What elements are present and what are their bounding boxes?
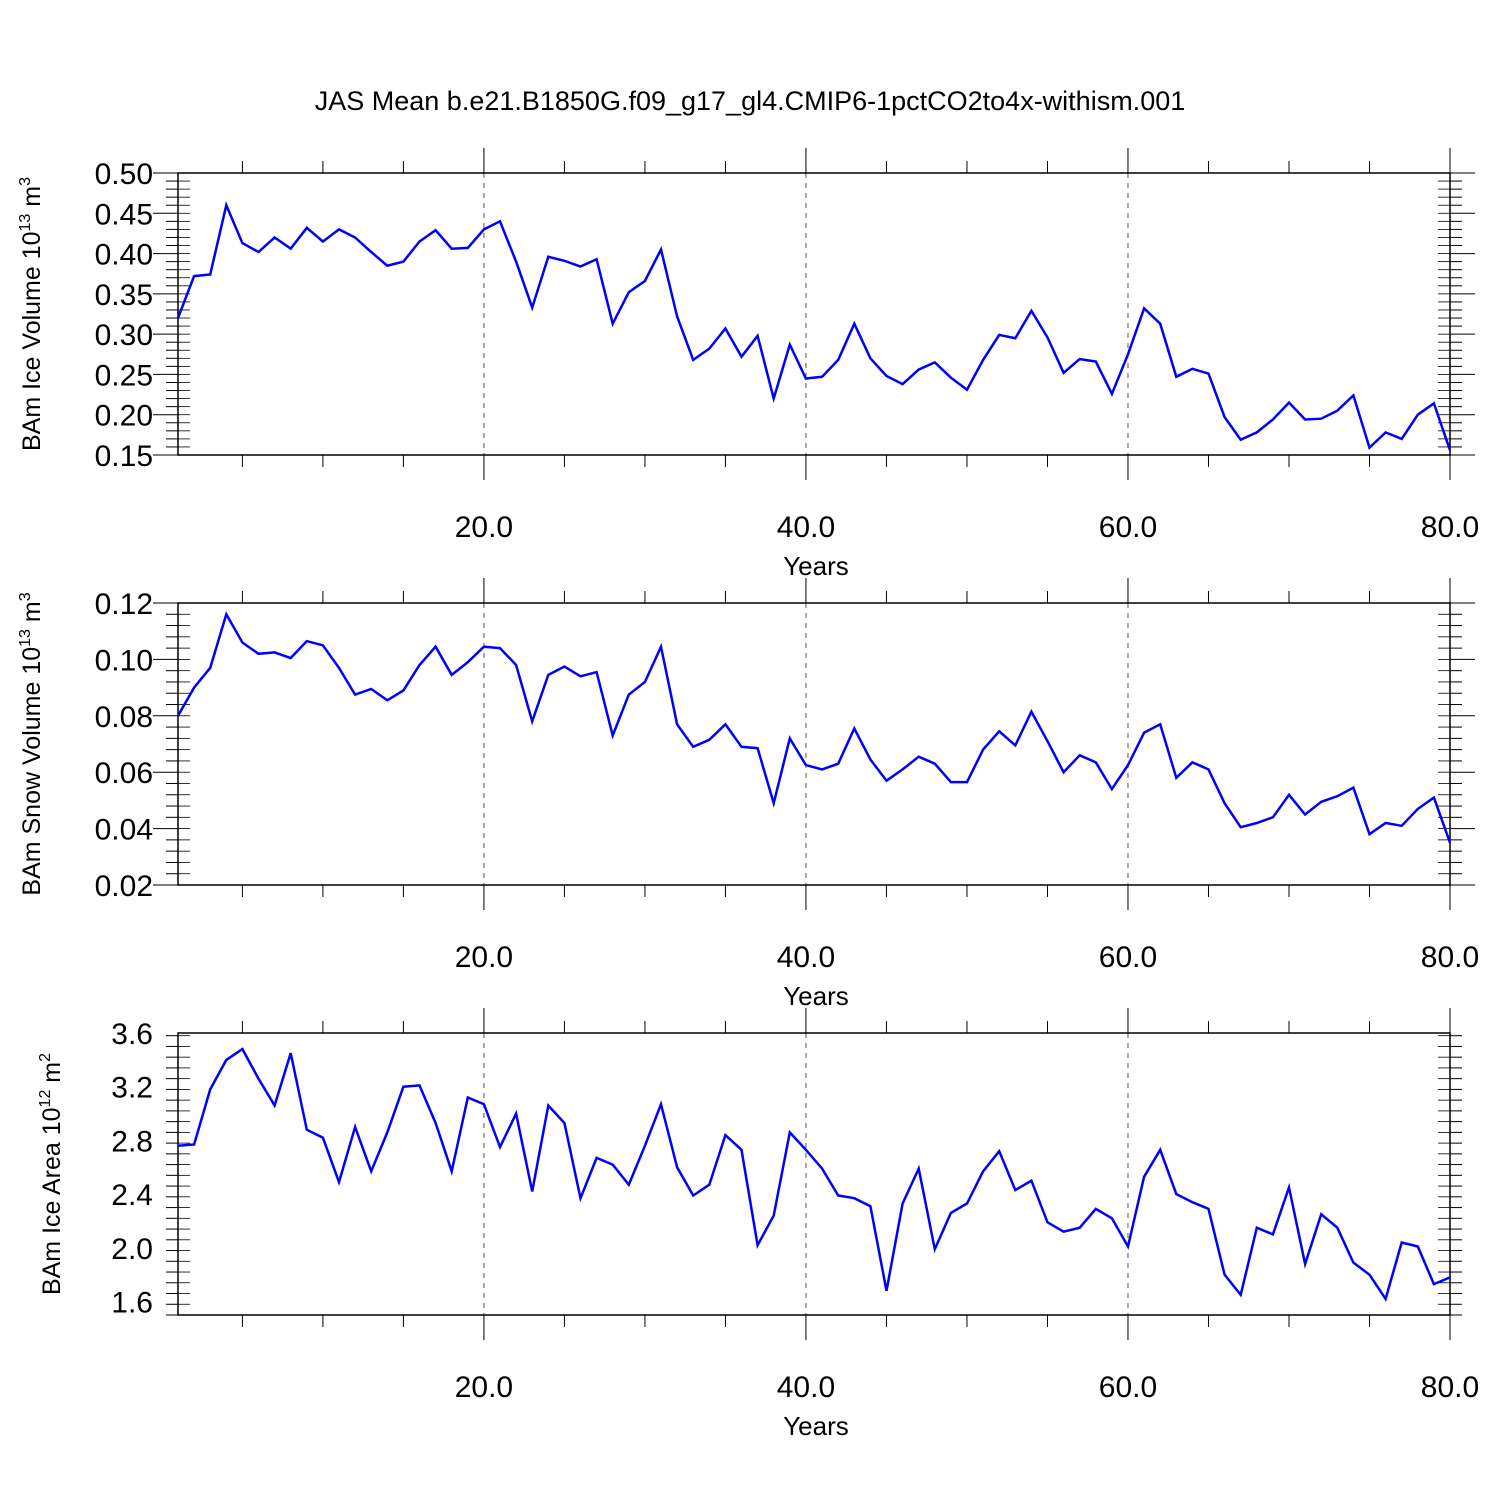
chart-panel-2: 20.0 40.0 60.0 80.0 Years 0.02 0.04 0.06 0.08 0.1… xyxy=(17,578,1479,1011)
x-tick-label: 20.0 xyxy=(455,1371,513,1404)
x-tick-label: 40.0 xyxy=(777,1371,835,1404)
x-tick-label: 80.0 xyxy=(1421,1371,1479,1404)
chart-panel-3: 20.0 40.0 60.0 80.0 Years 1.6 2.0 2.4 2.8 3.2 3.6 B… xyxy=(37,1008,1479,1441)
y-tick-label: 3.6 xyxy=(111,1018,153,1051)
figure-title: JAS Mean b.e21.B1850G.f09_g17_gl4.CMIP6-… xyxy=(314,86,1186,116)
y-tick-label: 0.06 xyxy=(95,757,153,790)
y-tick-label: 2.4 xyxy=(111,1179,153,1212)
x-tick-label: 40.0 xyxy=(777,511,835,544)
y-tick-label: 0.50 xyxy=(95,158,153,191)
y-axis-label: BAm Ice Area 1012 m2 xyxy=(37,1053,66,1295)
x-axis-label: Years xyxy=(783,551,849,581)
y-tick-label: 3.2 xyxy=(111,1072,153,1105)
plot-frame xyxy=(177,602,1451,886)
x-tick-label: 80.0 xyxy=(1421,511,1479,544)
y-tick-label: 0.20 xyxy=(95,400,153,433)
x-tick-label: 60.0 xyxy=(1099,941,1157,974)
y-axis-label: BAm Snow Volume 1013 m3 xyxy=(17,592,46,895)
x-axis-label: Years xyxy=(783,1411,849,1441)
y-tick-label: 0.15 xyxy=(95,440,153,473)
y-tick-label: 0.04 xyxy=(95,814,153,847)
series-line xyxy=(176,201,1452,451)
y-tick-label: 0.12 xyxy=(95,588,153,621)
y-tick-label: 1.6 xyxy=(111,1287,153,1320)
plot-frame xyxy=(177,172,1451,456)
y-tick-label: 0.10 xyxy=(95,644,153,677)
y-tick-label: 0.45 xyxy=(95,198,153,231)
chart-panel-1: 20.0 40.0 60.0 80.0 Years 0.15 0.20 0.25 0.30 0.3… xyxy=(17,148,1479,581)
x-tick-label: 20.0 xyxy=(455,941,513,974)
y-axis-label: BAm Ice Volume 1013 m3 xyxy=(17,177,46,451)
y-tick-label: 2.0 xyxy=(111,1233,153,1266)
y-tick-label: 0.35 xyxy=(95,279,153,312)
y-tick-label: 0.08 xyxy=(95,701,153,734)
x-axis-label: Years xyxy=(783,981,849,1011)
series-line xyxy=(176,611,1452,844)
x-tick-label: 20.0 xyxy=(455,511,513,544)
series-line xyxy=(177,1047,1451,1302)
plot-frame xyxy=(177,1032,1451,1316)
y-tick-label: 0.40 xyxy=(95,239,153,272)
x-tick-label: 80.0 xyxy=(1421,941,1479,974)
x-tick-label: 40.0 xyxy=(777,941,835,974)
y-tick-label: 0.30 xyxy=(95,319,153,352)
x-tick-label: 60.0 xyxy=(1099,1371,1157,1404)
y-tick-label: 0.25 xyxy=(95,359,153,392)
y-tick-label: 0.02 xyxy=(95,870,153,903)
x-tick-label: 60.0 xyxy=(1099,511,1157,544)
y-tick-label: 2.8 xyxy=(111,1125,153,1158)
